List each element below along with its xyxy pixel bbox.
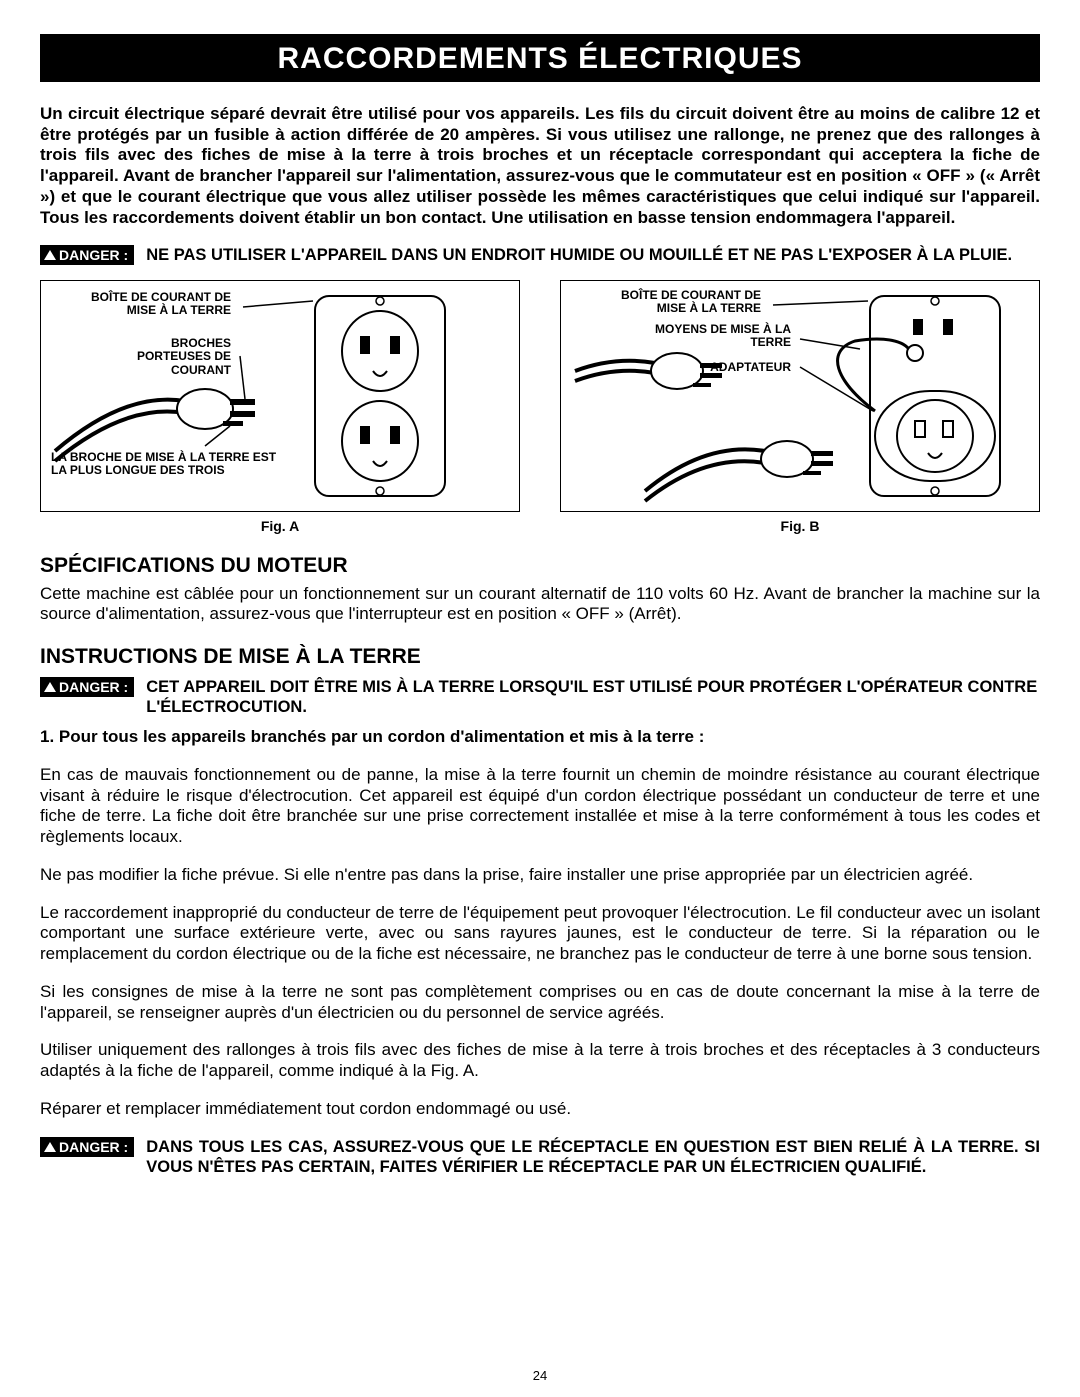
danger-text-2: CET APPAREIL DOIT ÊTRE MIS À LA TERRE LO… (146, 677, 1040, 717)
page-title-bar: RACCORDEMENTS ÉLECTRIQUES (40, 34, 1040, 82)
page-number: 24 (0, 1368, 1080, 1383)
figure-b-caption: Fig. B (560, 518, 1040, 534)
danger-block-2: DANGER : CET APPAREIL DOIT ÊTRE MIS À LA… (40, 677, 1040, 717)
danger-label: DANGER : (59, 1139, 128, 1155)
body-p2: Ne pas modifier la fiche prévue. Si elle… (40, 865, 1040, 886)
danger-badge: DANGER : (40, 1137, 134, 1157)
body-p4: Si les consignes de mise à la terre ne s… (40, 982, 1040, 1023)
page-title: RACCORDEMENTS ÉLECTRIQUES (277, 42, 802, 75)
danger-badge: DANGER : (40, 245, 134, 265)
warning-triangle-icon (44, 682, 56, 692)
body-p5: Utiliser uniquement des rallonges à troi… (40, 1040, 1040, 1081)
section-1-heading: SPÉCIFICATIONS DU MOTEUR (40, 554, 1040, 578)
danger-label: DANGER : (59, 679, 128, 695)
danger-label: DANGER : (59, 247, 128, 263)
warning-triangle-icon (44, 1142, 56, 1152)
body-p1: En cas de mauvais fonctionnement ou de p… (40, 765, 1040, 848)
warning-triangle-icon (44, 250, 56, 260)
figure-a-col: BOÎTE DE COURANT DE MISE À LA TERRE BROC… (40, 280, 520, 534)
figure-a-svg (41, 281, 519, 511)
document-page: RACCORDEMENTS ÉLECTRIQUES Un circuit éle… (0, 0, 1080, 1397)
danger-text-3: DANS TOUS LES CAS, ASSUREZ-VOUS QUE LE R… (146, 1137, 1040, 1177)
figure-a-box: BOÎTE DE COURANT DE MISE À LA TERRE BROC… (40, 280, 520, 512)
figures-row: BOÎTE DE COURANT DE MISE À LA TERRE BROC… (40, 280, 1040, 534)
figure-b-svg (561, 281, 1039, 511)
figure-b-col: BOÎTE DE COURANT DE MISE À LA TERRE MOYE… (560, 280, 1040, 534)
figure-a-caption: Fig. A (40, 518, 520, 534)
list-item-1: 1. Pour tous les appareils branchés par … (40, 727, 1040, 748)
danger-block-1: DANGER : NE PAS UTILISER L'APPAREIL DANS… (40, 245, 1040, 265)
body-p6: Réparer et remplacer immédiatement tout … (40, 1099, 1040, 1120)
danger-badge: DANGER : (40, 677, 134, 697)
danger-block-3: DANGER : DANS TOUS LES CAS, ASSUREZ-VOUS… (40, 1137, 1040, 1177)
section-2-heading: INSTRUCTIONS DE MISE À LA TERRE (40, 645, 1040, 669)
danger-text-1: NE PAS UTILISER L'APPAREIL DANS UN ENDRO… (146, 245, 1040, 265)
body-p3: Le raccordement inapproprié du conducteu… (40, 903, 1040, 965)
figure-b-box: BOÎTE DE COURANT DE MISE À LA TERRE MOYE… (560, 280, 1040, 512)
intro-paragraph: Un circuit électrique séparé devrait êtr… (40, 104, 1040, 228)
section-1-paragraph: Cette machine est câblée pour un fonctio… (40, 584, 1040, 625)
